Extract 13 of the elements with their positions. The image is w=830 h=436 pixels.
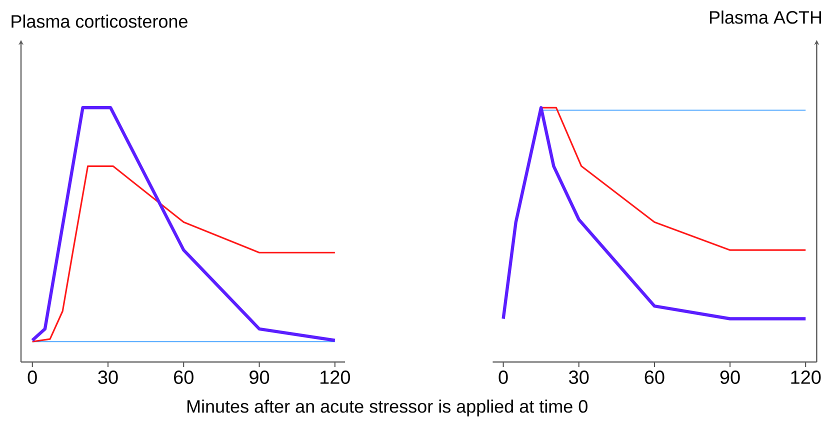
x-tick-label: 60 [174,370,194,384]
x-tick-label: 90 [250,370,270,384]
x-tick-label: 60 [644,370,664,384]
x-tick-label: 90 [720,370,740,384]
x-tick-label: 30 [569,370,589,384]
x-tick-label: 120 [791,370,821,384]
x-axis-title: Minutes after an acute stressor is applied at time 0 [188,400,588,416]
y-axis-title: Plasma corticosterone [12,14,188,28]
x-tick-label: 0 [498,370,508,384]
x-tick-label: 30 [98,370,118,384]
x-tick-label: 120 [320,370,350,384]
y-axis-title: Plasma ACTH [710,10,821,24]
x-tick-label: 0 [28,370,37,384]
